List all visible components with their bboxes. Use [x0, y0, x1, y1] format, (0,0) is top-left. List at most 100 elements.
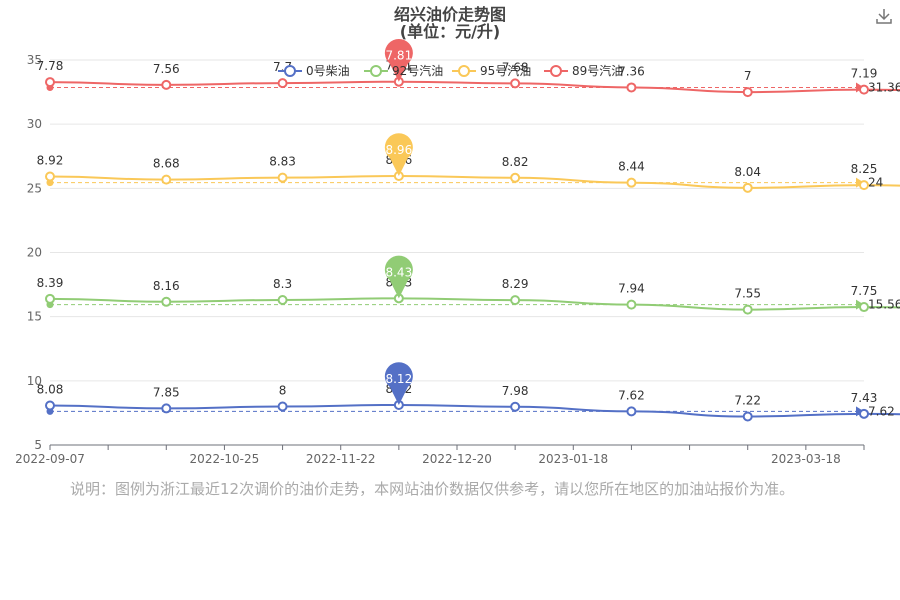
y-tick-label: 15 [27, 310, 42, 324]
data-label: 7.94 [618, 282, 645, 296]
data-label: 8.44 [618, 160, 645, 174]
y-tick-label: 20 [27, 246, 42, 260]
data-label: 8.25 [851, 162, 878, 176]
data-label: 8.04 [734, 165, 761, 179]
data-point[interactable] [742, 87, 753, 98]
max-marker [384, 255, 413, 299]
data-point[interactable] [626, 299, 637, 310]
x-tick-label: 2023-03-18 [771, 452, 841, 466]
legend-marker [370, 65, 382, 77]
data-point[interactable] [161, 296, 172, 307]
x-tick-label: 2022-12-20 [422, 452, 492, 466]
max-marker-label: 8.96 [385, 143, 412, 157]
data-label: 7.75 [851, 284, 878, 298]
data-point[interactable] [626, 82, 637, 93]
data-point[interactable] [510, 295, 521, 306]
data-point[interactable] [45, 171, 55, 182]
legend-marker [550, 65, 562, 77]
data-label: 7.19 [851, 67, 878, 81]
data-label: 8.3 [273, 277, 292, 291]
download-icon[interactable] [874, 6, 894, 26]
y-axis: 5 10 15 20 25 30 35 [27, 53, 42, 452]
y-tick-label: 10 [27, 374, 42, 388]
data-point[interactable] [45, 293, 55, 304]
data-point[interactable] [859, 408, 869, 419]
data-label: 8.68 [153, 157, 180, 171]
data-point[interactable] [510, 401, 521, 412]
data-point[interactable] [626, 406, 637, 417]
legend-item-0[interactable]: 0号柴油 [278, 64, 350, 78]
data-label: 7.98 [502, 384, 529, 398]
x-tick-label: 2023-01-18 [538, 452, 608, 466]
data-label: 7.68 [502, 60, 529, 74]
data-point[interactable] [161, 174, 172, 185]
legend[interactable]: 0号柴油 92号汽油 95号汽油 89号汽油 [278, 63, 623, 78]
data-label: 7.43 [851, 391, 878, 405]
series-line [49, 175, 900, 189]
series-1: 15.568.398.168.38.438.297.947.557.757.59… [37, 255, 900, 315]
data-point[interactable] [161, 79, 172, 90]
data-point[interactable] [277, 172, 288, 183]
legend-label: 0号柴油 [306, 64, 350, 78]
legend-label: 95号汽油 [480, 63, 531, 78]
data-point[interactable] [742, 411, 753, 422]
legend-label: 92号汽油 [392, 63, 443, 78]
data-point[interactable] [277, 78, 288, 89]
data-point[interactable] [859, 302, 869, 313]
data-label: 8.83 [269, 155, 296, 169]
data-label: 7.85 [153, 385, 180, 399]
legend-item-2[interactable]: 95号汽油 [452, 63, 531, 78]
data-point[interactable] [45, 400, 55, 411]
data-label: 8.16 [153, 279, 180, 293]
data-label: 7.78 [37, 59, 64, 73]
x-axis: 2022-09-07 2022-10-25 2022-11-22 2022-12-20… [15, 444, 865, 466]
series-line [49, 297, 900, 311]
y-tick-label: 35 [27, 53, 42, 67]
data-point[interactable] [510, 78, 521, 89]
legend-item-3[interactable]: 89号汽油 [544, 63, 623, 78]
x-tick-label: 2022-11-22 [306, 452, 376, 466]
x-tick-label: 2022-10-25 [190, 452, 260, 466]
data-point[interactable] [45, 77, 55, 88]
average-label: 31.36 [868, 80, 900, 94]
max-marker-label: 7.81 [385, 49, 412, 63]
legend-marker [284, 65, 296, 77]
data-label: 7.56 [153, 62, 180, 76]
chart-title: 绍兴油价走势图 [394, 5, 506, 24]
max-marker [384, 133, 413, 177]
data-label: 7.36 [618, 64, 645, 78]
average-label: 15.56 [868, 298, 900, 312]
data-point[interactable] [742, 304, 753, 315]
y-tick-label: 5 [34, 438, 42, 452]
data-point[interactable] [161, 403, 172, 414]
chart-subtitle: (单位：元/升) [400, 22, 500, 41]
series-layer: 7.628.087.8588.127.987.627.227.437.267.4… [37, 38, 900, 422]
data-point[interactable] [510, 172, 521, 183]
data-point[interactable] [859, 84, 869, 95]
x-tick-label: 2022-09-07 [15, 452, 85, 466]
data-point[interactable] [859, 180, 869, 191]
data-label: 8.39 [37, 276, 64, 290]
data-label: 8 [279, 384, 287, 398]
data-label: 8.29 [502, 277, 529, 291]
data-label: 7.55 [734, 287, 761, 301]
data-point[interactable] [277, 401, 288, 412]
average-label: 7.62 [868, 404, 895, 418]
series-line [49, 80, 900, 94]
legend-item-1[interactable]: 92号汽油 [364, 63, 443, 78]
average-label: 24 [868, 176, 883, 190]
data-label: 8.08 [37, 382, 64, 396]
max-marker-label: 8.43 [385, 265, 412, 279]
series-0: 7.628.087.8588.127.987.627.227.437.267.4… [37, 362, 900, 422]
max-marker [384, 38, 413, 82]
max-marker-label: 8.12 [385, 372, 412, 386]
y-tick-label: 25 [27, 181, 42, 195]
data-label: 7 [744, 69, 752, 83]
data-point[interactable] [626, 177, 637, 188]
data-label: 8.82 [502, 155, 529, 169]
data-point[interactable] [742, 182, 753, 193]
data-label: 7.62 [618, 388, 645, 402]
series-line [49, 403, 900, 418]
data-point[interactable] [277, 294, 288, 305]
